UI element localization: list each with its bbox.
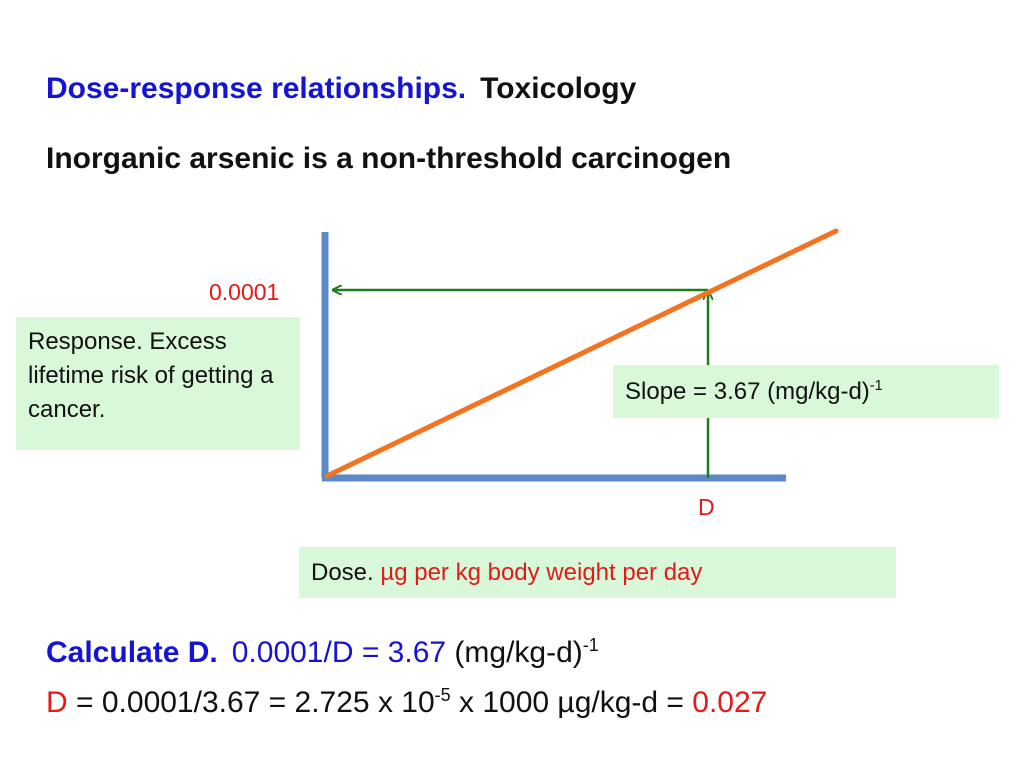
title-main: Dose-response relationships. [46, 72, 467, 105]
calculate-label: Calculate D. [46, 636, 218, 669]
dose-response-line [324, 228, 839, 479]
slope-box: Slope = 3.67 (mg/kg-d)-1 [613, 365, 999, 418]
calc-result: 0.027 [692, 686, 768, 719]
calc-d-symbol: D [46, 686, 68, 719]
title-topic: Toxicology [480, 72, 637, 105]
response-value-label: 0.0001 [209, 279, 280, 305]
dose-box: Dose. µg per kg body weight per day [299, 547, 896, 598]
calc-exponent: -5 [434, 685, 451, 705]
response-box: Response. Excess lifetime risk of gettin… [16, 317, 300, 450]
calculation-line-1: Calculate D. 0.0001/D = 3.67 (mg/kg-d)-1 [46, 636, 599, 670]
slope-exponent: -1 [869, 378, 883, 394]
calculation-line-2: D = 0.0001/3.67 = 2.725 x 10-5 x 1000 µg… [46, 686, 767, 720]
slide-subtitle: Inorganic arsenic is a non-threshold car… [46, 142, 732, 175]
calculation-equation: 0.0001/D = 3.67 [231, 636, 447, 669]
slope-text: Slope = 3.67 (mg/kg-d) [625, 378, 870, 405]
slide-title: Dose-response relationships. Toxicology [46, 72, 636, 106]
calculation-unit-exponent: -1 [582, 635, 599, 655]
calculation-unit: (mg/kg-d) [454, 636, 583, 669]
dose-units: µg per kg body weight per day [380, 559, 703, 586]
dose-label: Dose. [311, 559, 374, 586]
calc-tail: x 1000 µg/kg-d = [450, 686, 693, 719]
dose-value-label: D [698, 494, 715, 520]
calc-mid: = 0.0001/3.67 = 2.725 x 10 [67, 686, 435, 719]
